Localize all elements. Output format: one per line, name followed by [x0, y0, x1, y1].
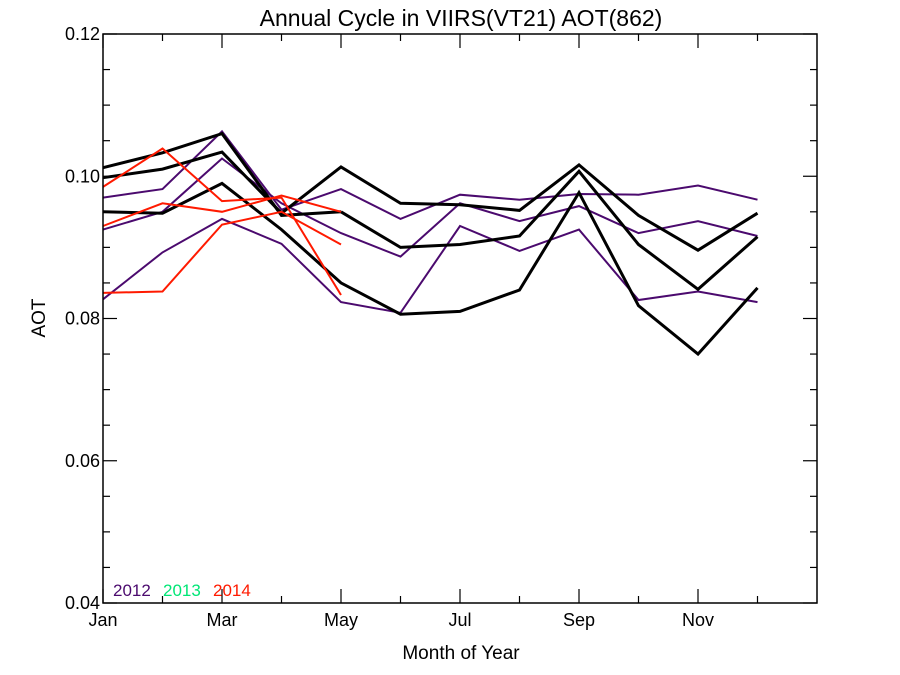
x-tick-label: May: [324, 610, 358, 630]
legend-2014: 2014: [213, 581, 251, 600]
x-axis-label: Month of Year: [402, 643, 520, 664]
y-tick-label: 0.08: [65, 309, 100, 329]
y-axis-label: AOT: [29, 298, 50, 337]
x-tick-label: Jul: [448, 610, 471, 630]
chart-title: Annual Cycle in VIIRS(VT21) AOT(862): [260, 5, 663, 31]
x-tick-label: Nov: [682, 610, 714, 630]
series-line-5: [102, 150, 759, 252]
series-line-4: [102, 131, 342, 217]
series-line-2: [102, 157, 758, 258]
y-tick-label: 0.04: [65, 593, 100, 613]
series-line-6: [102, 181, 759, 357]
x-tick-label: Sep: [563, 610, 595, 630]
x-tick-label: Jan: [88, 610, 117, 630]
y-tick-label: 0.12: [65, 24, 100, 44]
series-line-10: [102, 210, 342, 294]
series-line-3: [102, 217, 758, 314]
legend-2012: 2012: [113, 581, 151, 600]
y-tick-label: 0.06: [65, 451, 100, 471]
legend-2013: 2013: [163, 581, 201, 600]
series-line-7: [340, 169, 759, 292]
x-tick-label: Mar: [207, 610, 238, 630]
series-line-1: [102, 129, 758, 220]
legend: 2012 2013 2014: [113, 581, 251, 600]
series-line-8: [102, 147, 342, 296]
plot-frame: [102, 33, 818, 604]
axis-layer: Jan Mar May Jul Sep Nov 0.04 0.06 0.08 0.10 0.12: [65, 24, 817, 630]
y-tick-label: 0.10: [65, 166, 100, 186]
series-line-9: [102, 194, 342, 227]
series-layer: [102, 129, 759, 357]
